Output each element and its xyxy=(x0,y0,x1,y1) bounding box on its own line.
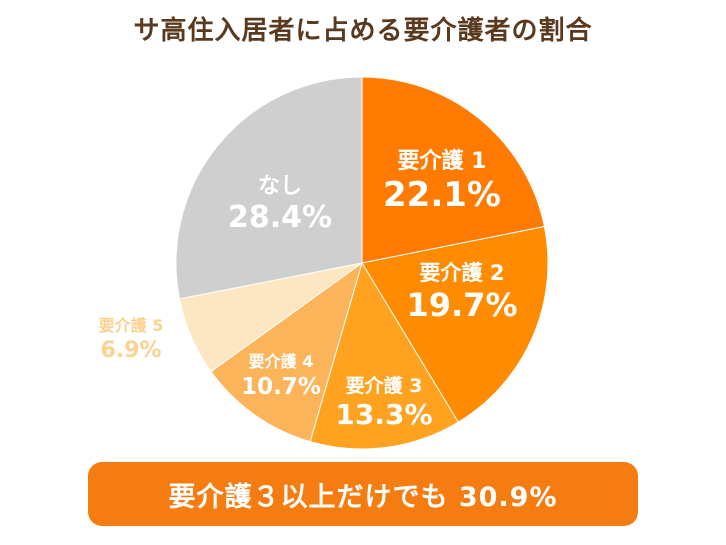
summary-banner: 要介護３以上だけでも 30.9% xyxy=(88,462,638,526)
slice-name-label: なし xyxy=(258,174,302,199)
slice-value-label: 22.1% xyxy=(383,175,501,215)
slice-value-label: 28.4% xyxy=(228,200,332,235)
slice-value-label: 19.7% xyxy=(406,286,517,324)
slice-value-label: 10.7% xyxy=(241,374,321,400)
pie-slice-4 xyxy=(210,261,363,443)
pie-slice-3 xyxy=(309,261,459,450)
slice-name-label: 要介護 2 xyxy=(420,261,505,285)
pie-slice-2 xyxy=(361,225,549,423)
slice-name-label: 要介護 1 xyxy=(398,148,487,174)
slice-value-label: 6.9% xyxy=(100,338,161,363)
slice-value-label: 13.3% xyxy=(335,398,432,431)
chart-title: サ高住入居者に占める要介護者の割合 xyxy=(133,16,593,46)
slice-name-label: 要介護 4 xyxy=(249,352,314,371)
slice-name-label: 要介護 3 xyxy=(346,374,423,397)
pie-slice-6 xyxy=(175,76,363,300)
slice-name-label: 要介護 5 xyxy=(99,316,164,335)
pie-slice-1 xyxy=(361,76,545,264)
